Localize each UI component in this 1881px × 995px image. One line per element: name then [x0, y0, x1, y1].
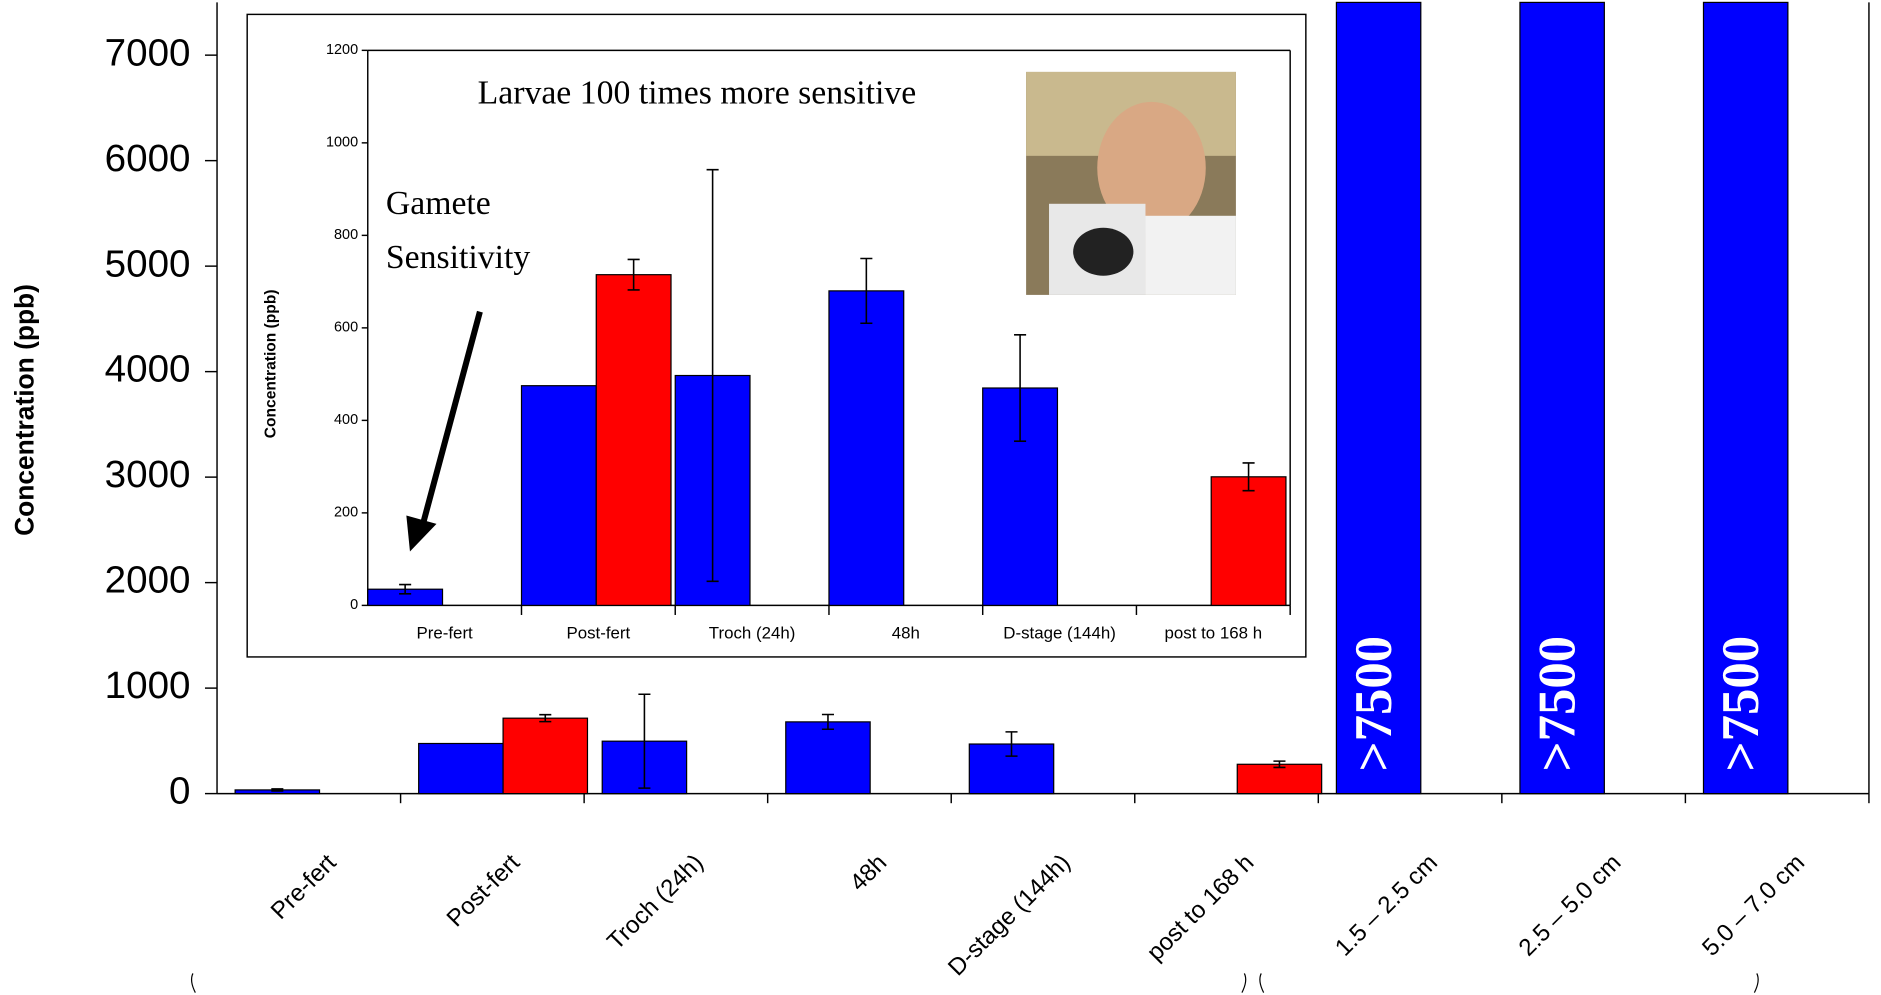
x-tick-label: Pre-fert — [416, 624, 473, 643]
error-bar — [860, 257, 873, 325]
error-bar — [271, 788, 284, 792]
inset-title: Larvae 100 times more sensitive — [478, 75, 917, 112]
x-tick-label: 5.0 – 7.0 cm — [1697, 849, 1810, 961]
bar — [1210, 476, 1287, 606]
error-bar — [1005, 731, 1018, 757]
error-bar — [638, 693, 651, 789]
y-tick-label: 0 — [169, 770, 190, 813]
y-axis-label: Concentration (ppb) — [262, 289, 279, 438]
error-bar — [821, 713, 834, 731]
x-tick-label: 48h — [845, 849, 893, 896]
x-tick-label: post to 168 h — [1142, 849, 1260, 966]
bar — [418, 742, 504, 795]
braces — [190, 973, 1759, 993]
inset-chart: 0 200 400 600 800 1000 1200 Concentration (ppb)… — [262, 42, 1291, 643]
x-tick-label: D-stage (144h) — [1003, 624, 1116, 643]
x-tick-label: post to 168 h — [1165, 624, 1263, 643]
y-tick-label: 6000 — [105, 137, 191, 180]
error-bar — [539, 713, 552, 723]
bar — [828, 290, 905, 606]
error-bar — [1014, 334, 1027, 442]
bar — [785, 721, 871, 795]
y-tick-label: 1000 — [105, 664, 191, 707]
x-tick-label: 48h — [892, 624, 920, 643]
x-tick-label: Troch (24h) — [602, 849, 709, 955]
y-tick-label: 600 — [334, 320, 358, 336]
annotation: Gamete — [386, 185, 491, 222]
bar — [1236, 763, 1323, 795]
error-bar — [1242, 462, 1255, 492]
value-label: >7500 — [1712, 636, 1770, 772]
error-bar — [1273, 760, 1286, 769]
x-tick-label: Post-fert — [442, 849, 526, 932]
y-axis-label: Concentration (ppb) — [9, 284, 39, 536]
y-tick-label: 800 — [334, 227, 358, 243]
x-tick-label: 1.5 – 2.5 cm — [1330, 849, 1443, 961]
bar — [1702, 1, 1789, 795]
error-bar — [627, 258, 640, 291]
y-tick-label: 7000 — [105, 31, 191, 74]
y-tick-label: 3000 — [105, 453, 191, 496]
bar — [1335, 1, 1422, 795]
y-tick-label: 2000 — [105, 559, 191, 602]
y-tick-label: 4000 — [105, 348, 191, 391]
x-tick-label: Troch (24h) — [709, 624, 796, 643]
x-tick-label: 2.5 – 5.0 cm — [1514, 849, 1627, 961]
bar — [502, 717, 589, 795]
x-tick-label: D-stage (144h) — [943, 849, 1076, 981]
x-tick-label: Post-fert — [566, 624, 630, 643]
y-tick-label: 1000 — [326, 135, 358, 151]
y-tick-label: 1200 — [326, 42, 358, 58]
y-tick-label: 200 — [334, 505, 358, 521]
y-tick-label: 5000 — [105, 242, 191, 285]
error-bar — [399, 583, 412, 595]
y-tick-label: 400 — [334, 412, 358, 428]
bar — [595, 274, 672, 606]
photo — [1026, 71, 1236, 295]
error-bar — [706, 168, 719, 583]
bar — [520, 385, 597, 606]
bar — [1519, 1, 1605, 795]
arrow — [406, 310, 483, 552]
value-label: >7500 — [1345, 636, 1403, 772]
value-label: >7500 — [1528, 636, 1586, 772]
annotation: Sensitivity — [386, 239, 531, 276]
y-tick-label: 0 — [350, 597, 358, 613]
x-tick-label: Pre-fert — [266, 849, 342, 925]
